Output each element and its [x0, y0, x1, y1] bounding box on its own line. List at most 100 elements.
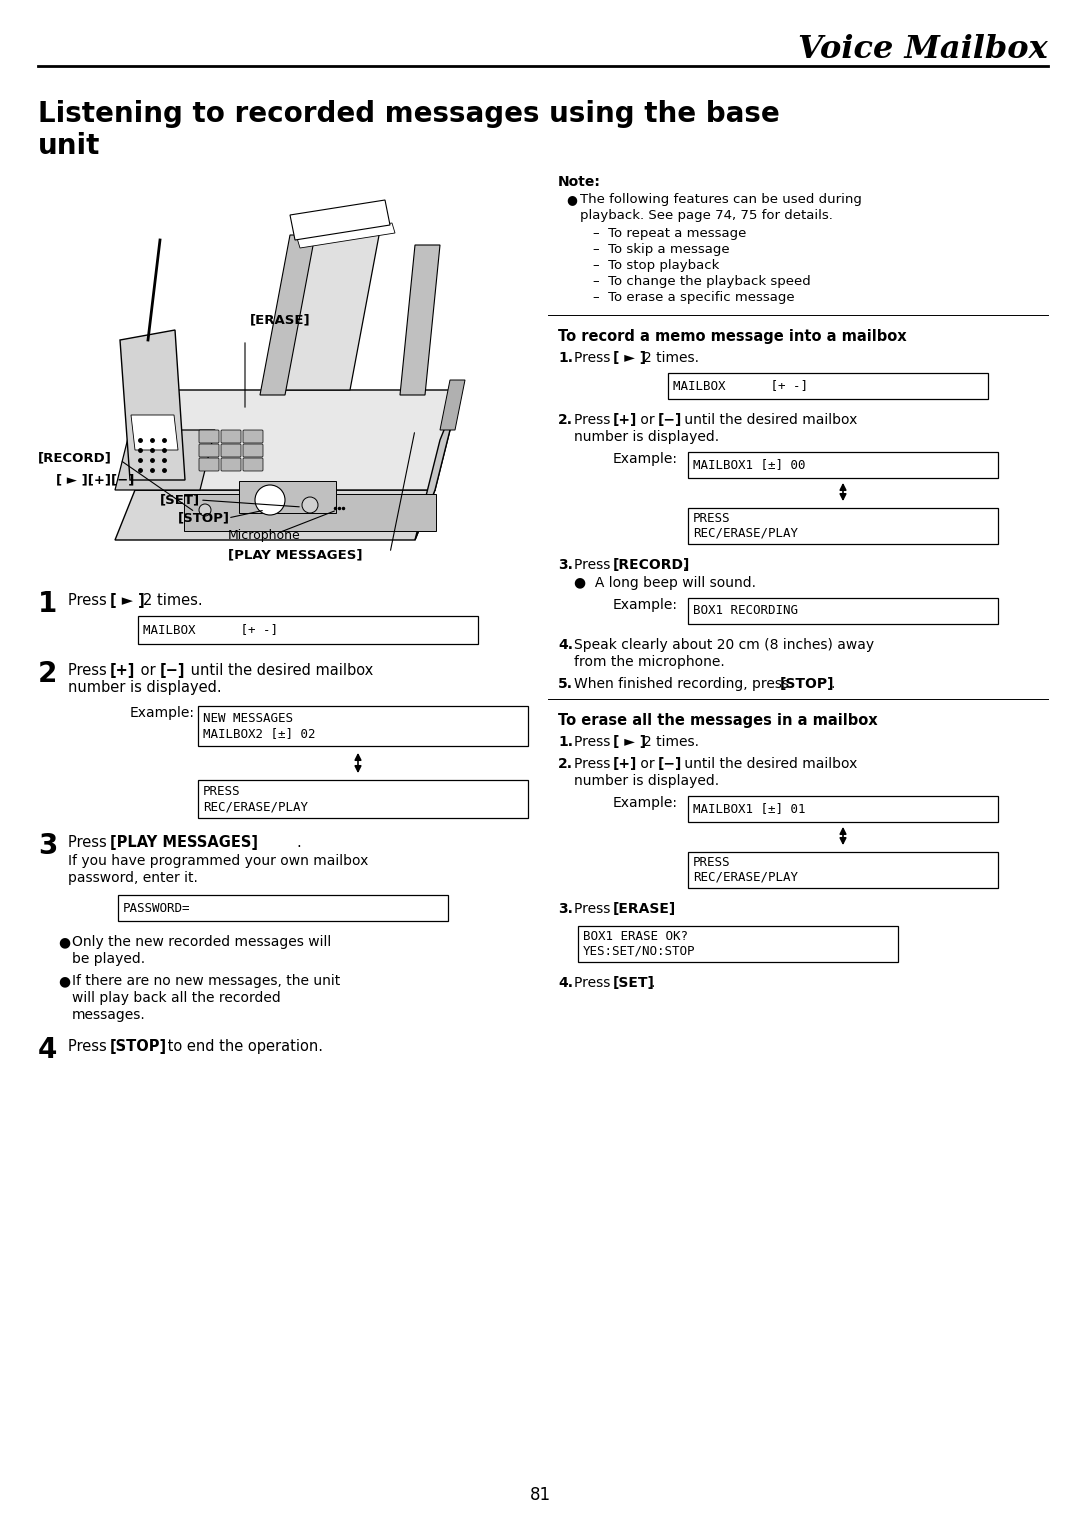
Text: Example:: Example:: [613, 452, 678, 465]
Text: until the desired mailbox: until the desired mailbox: [680, 414, 858, 427]
Text: will play back all the recorded: will play back all the recorded: [72, 990, 281, 1006]
Text: [−]: [−]: [160, 662, 186, 678]
Text: number is displayed.: number is displayed.: [68, 681, 221, 694]
Text: 5.: 5.: [558, 678, 573, 691]
Text: ●: ●: [566, 192, 577, 206]
Text: Example:: Example:: [613, 598, 678, 612]
Polygon shape: [114, 490, 435, 540]
Text: ●  A long beep will sound.: ● A long beep will sound.: [573, 575, 756, 591]
Polygon shape: [131, 415, 178, 450]
Text: BOX1 ERASE OK?
YES:SET/NO:STOP: BOX1 ERASE OK? YES:SET/NO:STOP: [583, 929, 696, 958]
FancyBboxPatch shape: [199, 430, 219, 443]
Text: PRESS
REC/ERASE/PLAY: PRESS REC/ERASE/PLAY: [693, 513, 798, 540]
FancyBboxPatch shape: [688, 852, 998, 888]
Text: 2.: 2.: [558, 414, 573, 427]
Text: .: .: [296, 835, 300, 850]
Text: 4.: 4.: [558, 977, 573, 990]
Polygon shape: [440, 380, 465, 430]
Text: –  To stop playback: – To stop playback: [593, 259, 719, 272]
Text: Only the new recorded messages will: Only the new recorded messages will: [72, 935, 332, 949]
Text: Voice Mailbox: Voice Mailbox: [798, 35, 1048, 66]
Text: Note:: Note:: [558, 175, 600, 189]
Text: PASSWORD=: PASSWORD=: [123, 902, 190, 914]
Text: [STOP]: [STOP]: [110, 1039, 167, 1054]
FancyBboxPatch shape: [184, 494, 436, 531]
FancyBboxPatch shape: [578, 926, 897, 961]
Text: [+]: [+]: [613, 757, 637, 771]
Text: number is displayed.: number is displayed.: [573, 430, 719, 444]
Text: Press: Press: [573, 977, 615, 990]
Text: unit: unit: [38, 133, 100, 160]
Text: from the microphone.: from the microphone.: [573, 655, 725, 668]
Text: to end the operation.: to end the operation.: [163, 1039, 323, 1054]
FancyBboxPatch shape: [688, 598, 998, 624]
Text: [PLAY MESSAGES]: [PLAY MESSAGES]: [228, 548, 363, 562]
Circle shape: [302, 497, 318, 513]
Text: 2: 2: [38, 661, 57, 688]
Text: –  To change the playback speed: – To change the playback speed: [593, 275, 811, 288]
Text: [ ► ]: [ ► ]: [613, 736, 646, 749]
Text: [STOP]: [STOP]: [178, 511, 230, 525]
Text: or: or: [136, 662, 160, 678]
Text: Press: Press: [68, 1039, 111, 1054]
FancyBboxPatch shape: [221, 458, 241, 472]
Text: Press: Press: [68, 594, 111, 607]
Polygon shape: [260, 235, 315, 395]
Text: 2 times.: 2 times.: [143, 594, 203, 607]
Text: NEW MESSAGES
MAILBOX2 [±] 02: NEW MESSAGES MAILBOX2 [±] 02: [203, 713, 315, 740]
Text: .: .: [671, 902, 675, 916]
Text: Listening to recorded messages using the base: Listening to recorded messages using the…: [38, 101, 780, 128]
FancyBboxPatch shape: [243, 430, 264, 443]
FancyBboxPatch shape: [198, 780, 528, 818]
Text: [RECORD]: [RECORD]: [38, 452, 112, 464]
Text: [+]: [+]: [613, 414, 637, 427]
Text: 1: 1: [38, 591, 57, 618]
Text: [PLAY MESSAGES]: [PLAY MESSAGES]: [110, 835, 258, 850]
Polygon shape: [291, 200, 390, 240]
Text: Press: Press: [68, 835, 111, 850]
Text: 2 times.: 2 times.: [643, 736, 699, 749]
Text: 4.: 4.: [558, 638, 573, 652]
Text: [−]: [−]: [658, 414, 683, 427]
FancyBboxPatch shape: [118, 896, 448, 922]
Text: Press: Press: [573, 902, 615, 916]
Polygon shape: [400, 246, 440, 395]
Text: ●: ●: [58, 974, 70, 987]
Circle shape: [199, 504, 211, 516]
Text: messages.: messages.: [72, 1009, 146, 1022]
FancyBboxPatch shape: [243, 444, 264, 456]
Polygon shape: [280, 230, 380, 391]
Text: If there are no new messages, the unit: If there are no new messages, the unit: [72, 974, 340, 987]
Text: PRESS
REC/ERASE/PLAY: PRESS REC/ERASE/PLAY: [693, 856, 798, 884]
Text: 3: 3: [38, 832, 57, 861]
FancyBboxPatch shape: [221, 430, 241, 443]
Text: [+]: [+]: [110, 662, 135, 678]
Text: Press: Press: [573, 736, 615, 749]
Circle shape: [255, 485, 285, 514]
Text: Microphone: Microphone: [228, 530, 300, 543]
Text: 1.: 1.: [558, 351, 573, 365]
Text: When finished recording, press: When finished recording, press: [573, 678, 794, 691]
Polygon shape: [114, 430, 215, 490]
Text: until the desired mailbox: until the desired mailbox: [186, 662, 374, 678]
Text: [STOP]: [STOP]: [780, 678, 835, 691]
Text: 81: 81: [529, 1486, 551, 1505]
Polygon shape: [297, 223, 395, 249]
Text: be played.: be played.: [72, 952, 145, 966]
Text: To record a memo message into a mailbox: To record a memo message into a mailbox: [558, 330, 906, 343]
Text: –  To erase a specific message: – To erase a specific message: [593, 291, 795, 304]
Text: 2.: 2.: [558, 757, 573, 771]
FancyBboxPatch shape: [221, 444, 241, 456]
Text: MAILBOX      [+ -]: MAILBOX [+ -]: [143, 624, 278, 636]
Text: PRESS
REC/ERASE/PLAY: PRESS REC/ERASE/PLAY: [203, 784, 308, 813]
FancyBboxPatch shape: [198, 707, 528, 746]
Text: [−]: [−]: [658, 757, 683, 771]
Text: number is displayed.: number is displayed.: [573, 774, 719, 787]
Text: until the desired mailbox: until the desired mailbox: [680, 757, 858, 771]
Text: –  To repeat a message: – To repeat a message: [593, 227, 746, 240]
Polygon shape: [135, 391, 460, 490]
Polygon shape: [120, 330, 185, 481]
Text: MAILBOX      [+ -]: MAILBOX [+ -]: [673, 380, 808, 392]
Text: To erase all the messages in a mailbox: To erase all the messages in a mailbox: [558, 713, 878, 728]
Text: [ ► ]: [ ► ]: [613, 351, 646, 365]
